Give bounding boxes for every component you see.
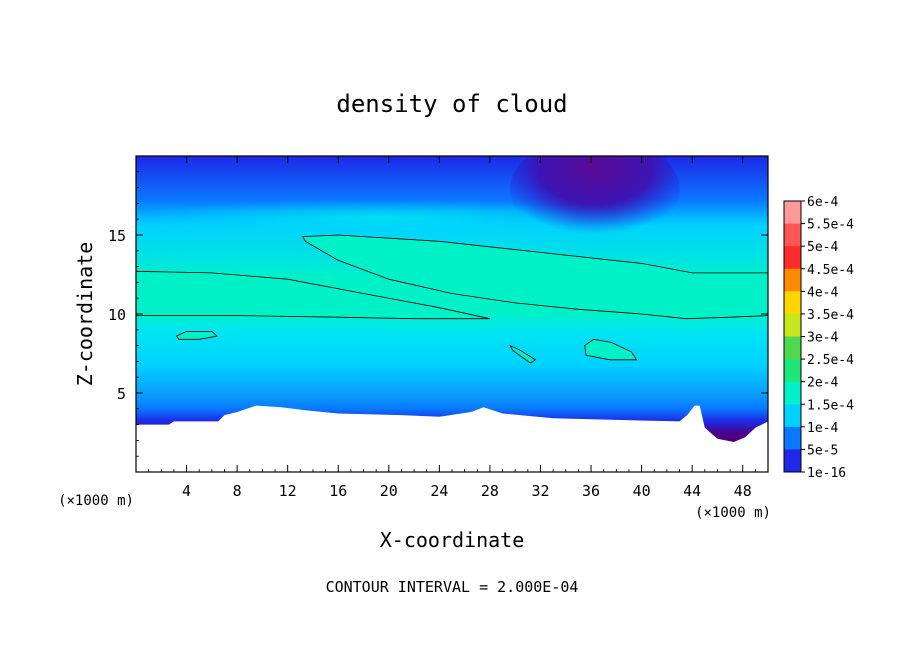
colorbar-label: 1.5e-4 bbox=[807, 398, 854, 413]
colorbar-label: 3.5e-4 bbox=[807, 308, 854, 323]
colorbar-label: 4.5e-4 bbox=[807, 263, 854, 278]
colorbar-swatch bbox=[784, 291, 801, 314]
y-tick-label: 5 bbox=[117, 385, 126, 403]
x-unit-left: (×1000 m) bbox=[58, 493, 134, 509]
x-tick-label: 24 bbox=[430, 482, 448, 500]
x-tick-label: 36 bbox=[582, 482, 600, 500]
colorbar-label: 5e-4 bbox=[807, 240, 838, 255]
y-tick-label: 10 bbox=[108, 306, 126, 324]
colorbar-label: 6e-4 bbox=[807, 195, 838, 210]
y-tick-label: 15 bbox=[108, 227, 126, 245]
colorbar-swatch bbox=[784, 269, 801, 292]
colorbar-swatch bbox=[784, 246, 801, 269]
colorbar-swatch bbox=[784, 382, 801, 405]
y-axis-label: Z-coordinate bbox=[73, 242, 97, 387]
contour-interval-note: CONTOUR INTERVAL = 2.000E-04 bbox=[326, 578, 579, 596]
colorbar-swatch bbox=[784, 337, 801, 360]
colorbar-label: 4e-4 bbox=[807, 285, 838, 300]
x-tick-label: 28 bbox=[481, 482, 499, 500]
colorbar-label: 5e-5 bbox=[807, 443, 838, 458]
colorbar-label: 2e-4 bbox=[807, 376, 838, 391]
colorbar-swatch bbox=[784, 404, 801, 427]
x-tick-label: 16 bbox=[329, 482, 347, 500]
colorbar-swatch bbox=[784, 314, 801, 337]
density-field bbox=[120, 135, 768, 472]
x-tick-label: 20 bbox=[380, 482, 398, 500]
colorbar-label: 2.5e-4 bbox=[807, 353, 854, 368]
x-tick-label: 48 bbox=[734, 482, 752, 500]
x-unit-right: (×1000 m) bbox=[695, 505, 771, 521]
colorbar-swatch bbox=[784, 449, 801, 472]
chart-title: density of cloud bbox=[336, 90, 567, 118]
colorbar: 6e-4 5.5e-4 5e-4 4.5e-4 4e-4 3.5e-4 3e-4 2.5e-4… bbox=[784, 195, 854, 481]
colorbar-swatch bbox=[784, 201, 801, 224]
x-tick-label: 40 bbox=[633, 482, 651, 500]
colorbar-label: 3e-4 bbox=[807, 331, 838, 346]
colorbar-swatch bbox=[784, 224, 801, 247]
colorbar-label: 1e-16 bbox=[807, 466, 846, 481]
x-tick-label: 44 bbox=[683, 482, 701, 500]
x-axis-label: X-coordinate bbox=[380, 528, 525, 552]
colorbar-label: 1e-4 bbox=[807, 421, 838, 436]
x-tick-label: 8 bbox=[233, 482, 242, 500]
upper-purple-region bbox=[510, 135, 680, 245]
colorbar-label: 5.5e-4 bbox=[807, 218, 854, 233]
x-tick-label: 32 bbox=[531, 482, 549, 500]
x-tick-label: 12 bbox=[279, 482, 297, 500]
x-tick-label: 4 bbox=[182, 482, 191, 500]
colorbar-swatch bbox=[784, 427, 801, 450]
colorbar-swatch bbox=[784, 359, 801, 382]
